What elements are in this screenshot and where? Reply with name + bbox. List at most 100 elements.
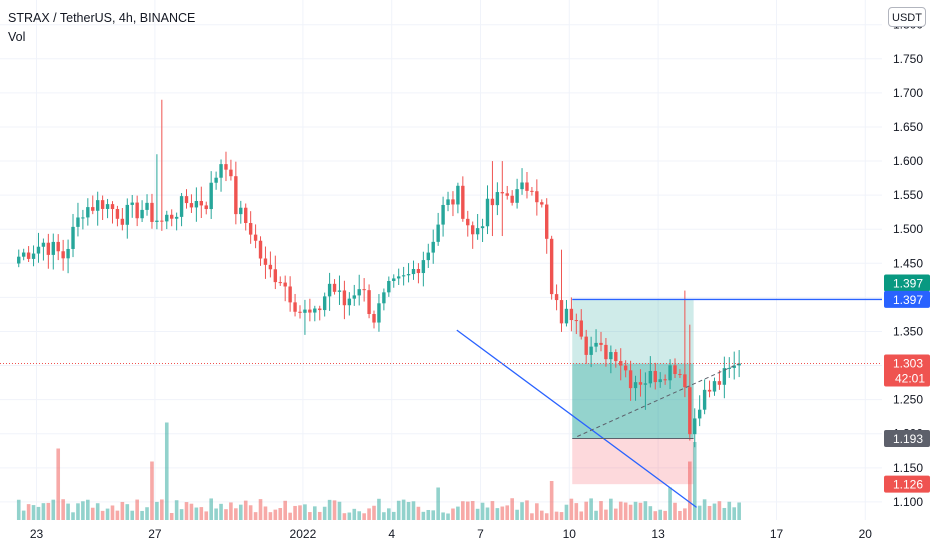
candle-body: [120, 218, 125, 225]
volume-bar: [401, 499, 406, 520]
candle-body: [490, 198, 495, 206]
volume-bar: [204, 511, 209, 520]
price-tag-label: 1.397: [893, 277, 923, 291]
candle-body: [189, 203, 194, 208]
volume-bar: [169, 513, 174, 520]
candle-body: [599, 342, 603, 345]
volume-bar: [26, 504, 31, 520]
candle-body: [248, 223, 253, 235]
candle-body: [564, 308, 569, 324]
candle-body: [401, 275, 406, 277]
volume-bar: [115, 510, 120, 520]
volume-bar: [535, 503, 539, 520]
volume-bar: [229, 502, 233, 520]
candle-body: [327, 283, 332, 297]
candle-body: [71, 226, 75, 249]
volume-bar: [263, 506, 268, 520]
candle-body: [342, 290, 347, 306]
candle-body: [431, 241, 435, 253]
time-axis[interactable]: 23 27 2022 4 7 10 13 17 20: [0, 520, 882, 550]
volume-bar: [317, 511, 322, 520]
candle-body: [480, 226, 485, 229]
volume-bar: [648, 506, 653, 520]
candle-body: [663, 379, 667, 381]
volume-bar: [120, 501, 125, 520]
volume-bar: [337, 501, 342, 520]
candle-body: [66, 248, 70, 259]
candle-body: [609, 352, 613, 360]
candle-body: [258, 240, 263, 259]
volume-bar: [51, 499, 56, 520]
volume-bar: [411, 501, 416, 520]
currency-button[interactable]: USDT: [888, 7, 926, 27]
volume-bar: [451, 508, 455, 520]
candle-body: [362, 289, 366, 291]
price-tag-stop: [884, 475, 930, 493]
candle-body: [253, 234, 258, 241]
volume-bar: [633, 501, 638, 520]
volume-bar: [288, 512, 292, 520]
candle-body: [56, 241, 60, 252]
volume-bar: [673, 502, 677, 520]
volume-bar: [623, 502, 628, 520]
time-tick-label: 10: [563, 527, 577, 541]
candle-body: [727, 367, 731, 369]
candle-body: [234, 176, 238, 215]
candle-body: [475, 228, 480, 235]
candle-body: [619, 361, 623, 366]
candle-body: [678, 374, 682, 376]
volume-bar: [530, 513, 534, 520]
volume-bar: [224, 509, 228, 520]
candle-body: [653, 370, 657, 383]
candle-body: [194, 200, 199, 208]
candle-body: [278, 282, 282, 284]
candle-body: [170, 214, 174, 219]
candle-body: [155, 220, 159, 222]
loss-zone[interactable]: [572, 438, 694, 485]
volume-bar: [342, 513, 347, 520]
drawings[interactable]: [0, 298, 882, 508]
trendline[interactable]: [456, 329, 697, 508]
candle-body: [633, 382, 638, 389]
price-tick-label: 1.650: [893, 120, 923, 134]
volume-bar: [155, 501, 159, 520]
candle-body: [318, 308, 322, 311]
candle-body: [525, 182, 529, 191]
volume-bar: [278, 508, 283, 520]
candle-body: [554, 294, 559, 301]
candle-body: [732, 365, 736, 368]
volume-bar: [140, 510, 144, 520]
volume-bar: [628, 504, 633, 520]
volume-bar: [613, 508, 618, 520]
price-tag-current: [884, 354, 930, 387]
volume-bar: [46, 502, 51, 520]
price-tag-target: [884, 290, 930, 308]
candle-body: [623, 365, 628, 371]
candle-body: [352, 295, 356, 299]
candle-body: [51, 241, 55, 255]
time-tick-label: 4: [388, 527, 395, 541]
candle-body: [515, 189, 519, 203]
time-tick-label: 17: [770, 527, 784, 541]
price-tick-label: 1.500: [893, 222, 923, 236]
volume-bar: [347, 512, 352, 520]
candle-body: [707, 389, 712, 392]
volume-bar: [160, 499, 164, 520]
candle-body: [303, 309, 307, 313]
candle-body: [160, 220, 164, 222]
long-position-tool[interactable]: [572, 299, 694, 485]
symbol-title: STRAX / TetherUS, 4h, BINANCE: [8, 11, 196, 25]
volume-bar: [194, 507, 199, 520]
volume-bar: [209, 498, 213, 520]
candle-body: [145, 202, 149, 210]
candle-body: [357, 289, 361, 296]
volume-bar: [727, 501, 732, 520]
volume-bar: [110, 505, 115, 520]
price-tick-label: 1.350: [893, 324, 923, 338]
candle-body: [589, 346, 593, 355]
volume-bar: [663, 510, 667, 520]
volume-bars: [16, 422, 741, 520]
candlesticks: [17, 99, 741, 448]
candle-body: [658, 379, 662, 383]
